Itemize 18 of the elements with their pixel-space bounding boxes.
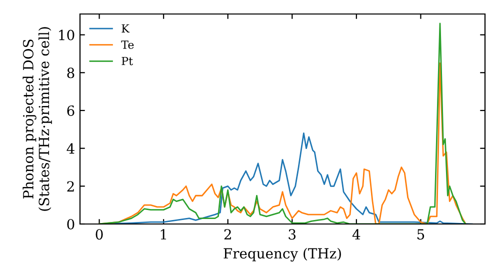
- x-tick-label: 0: [96, 229, 103, 240]
- x-tick-label: 3: [288, 229, 296, 240]
- legend-label: Pt: [122, 56, 133, 66]
- line-series: [98, 22, 466, 224]
- x-tick-label: 1: [160, 229, 166, 240]
- y-tick-label: 4: [66, 143, 74, 154]
- x-tick-label: 2: [224, 229, 231, 240]
- y-tick-label: 2: [67, 181, 74, 192]
- y-tick-label: 6: [67, 105, 74, 116]
- y-tick-label: 0: [67, 218, 74, 230]
- legend-label: Te: [121, 40, 134, 49]
- y-tick-label: 10: [59, 30, 74, 40]
- y-tick-label: 8: [67, 68, 74, 78]
- x-tick-label: 5: [417, 229, 424, 240]
- y-axis-title: Phonon projected DOS (States/THz·primitive cell): [22, 27, 52, 211]
- legend-label: K: [122, 24, 130, 32]
- x-tick-label: 4: [352, 229, 360, 240]
- x-axis-title: Frequency (THz): [224, 248, 341, 262]
